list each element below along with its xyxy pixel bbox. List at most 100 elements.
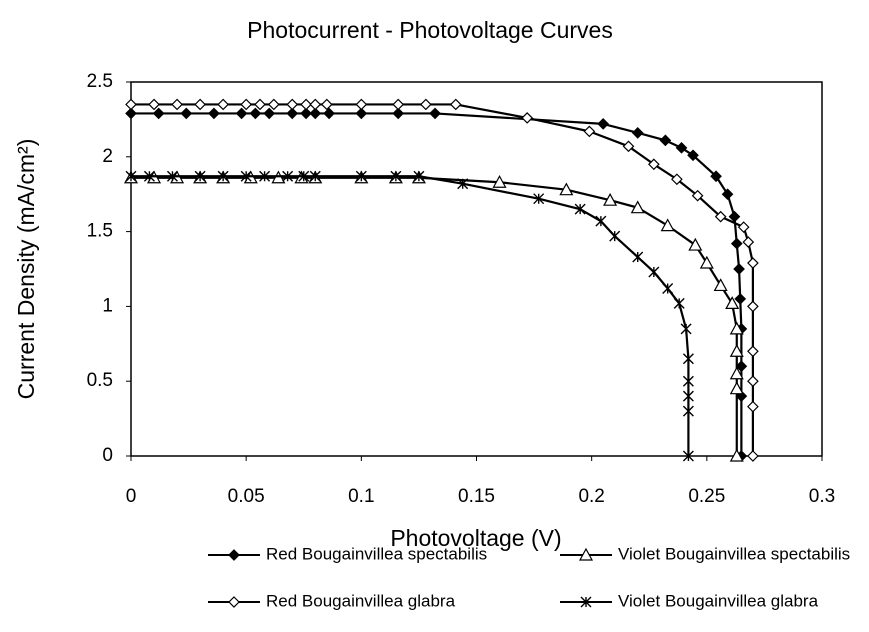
marker (632, 251, 644, 263)
marker (323, 107, 335, 120)
x-tick-label: 0.3 (809, 486, 835, 507)
marker (492, 174, 507, 188)
marker (286, 107, 299, 120)
marker (630, 200, 645, 214)
marker (125, 170, 137, 182)
marker (688, 237, 703, 251)
marker (259, 170, 271, 182)
legend-marker (578, 547, 594, 561)
marker (240, 170, 252, 182)
y-tick-label: 0.5 (87, 370, 113, 391)
marker (735, 390, 748, 403)
marker (747, 257, 759, 269)
marker (648, 266, 660, 278)
x-tick-label: 0.25 (688, 486, 725, 507)
marker (533, 193, 545, 205)
marker (413, 170, 425, 182)
marker (559, 182, 574, 196)
marker (152, 107, 165, 120)
marker (747, 400, 759, 413)
marker (125, 107, 137, 120)
y-tick-label: 1.5 (87, 221, 113, 242)
marker (286, 98, 299, 111)
marker (597, 118, 610, 130)
x-tick-label: 0.15 (458, 486, 495, 507)
legend-label: Violet Bougainvillea glabra (618, 591, 819, 610)
marker (687, 149, 699, 162)
marker (691, 189, 704, 202)
marker (648, 158, 660, 171)
marker (267, 98, 280, 111)
legend-marker (580, 596, 592, 608)
marker (631, 127, 644, 139)
series-line (131, 175, 690, 456)
marker (282, 170, 294, 182)
marker (355, 170, 367, 182)
marker (737, 221, 750, 233)
marker (449, 98, 462, 111)
y-tick-label: 0 (102, 445, 113, 466)
marker (240, 98, 253, 111)
marker (309, 107, 322, 120)
marker (609, 230, 621, 242)
marker (747, 345, 759, 358)
marker (730, 237, 743, 250)
marker (729, 321, 744, 335)
marker (682, 390, 694, 402)
marker (521, 112, 534, 124)
marker (733, 263, 745, 275)
series-line (131, 176, 738, 456)
marker (309, 170, 321, 182)
marker (714, 210, 727, 223)
marker (148, 98, 160, 111)
marker (194, 98, 206, 111)
marker (671, 173, 683, 186)
x-tick-label: 0.05 (228, 486, 265, 507)
marker (721, 188, 734, 201)
x-tick-label: 0.2 (578, 486, 604, 507)
marker (710, 170, 722, 183)
marker (729, 381, 744, 395)
marker (166, 170, 178, 182)
legend-marker (228, 596, 240, 608)
marker (392, 107, 405, 120)
marker (457, 178, 469, 190)
marker (208, 107, 220, 120)
marker (713, 278, 728, 292)
marker (392, 98, 405, 111)
marker (725, 296, 740, 310)
marker (662, 282, 674, 294)
marker (355, 107, 368, 120)
marker (699, 255, 714, 269)
legend-marker (228, 549, 240, 561)
marker (217, 170, 229, 182)
marker (603, 192, 618, 206)
marker (682, 405, 694, 417)
marker (194, 170, 206, 182)
y-tick-label: 2.5 (87, 71, 113, 92)
marker (574, 203, 586, 215)
marker (125, 98, 137, 111)
marker (747, 375, 759, 388)
marker (673, 297, 685, 309)
marker (622, 140, 635, 153)
y-axis-label: Current Density (mA/cm²) (13, 139, 39, 400)
marker (235, 107, 248, 120)
marker (180, 107, 193, 120)
x-tick-label: 0 (126, 486, 137, 507)
marker (355, 98, 368, 111)
marker (747, 450, 759, 462)
marker (734, 293, 747, 305)
chart-title: Photocurrent - Photovoltage Curves (247, 17, 613, 43)
marker (419, 98, 432, 111)
marker (728, 210, 741, 223)
marker (171, 98, 183, 111)
y-tick-label: 2 (102, 146, 113, 167)
marker (682, 375, 694, 387)
marker (682, 450, 694, 462)
marker (320, 98, 333, 111)
marker (680, 323, 692, 335)
marker (309, 98, 322, 111)
x-tick-label: 0.1 (348, 486, 374, 507)
